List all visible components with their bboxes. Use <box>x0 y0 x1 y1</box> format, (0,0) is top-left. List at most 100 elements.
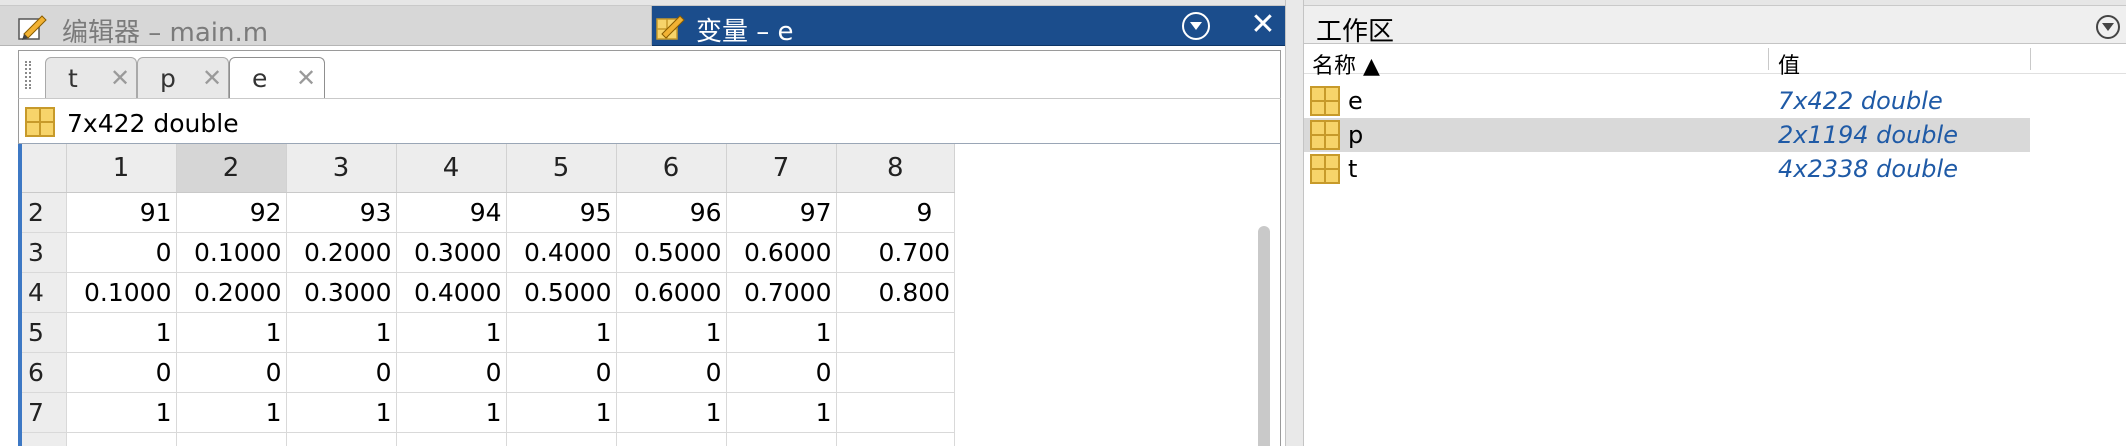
table-cell[interactable]: 0.1000 <box>176 232 287 273</box>
table-cell[interactable]: 97 <box>726 192 837 233</box>
table-cell[interactable]: 1 <box>506 392 617 433</box>
close-icon[interactable]: ✕ <box>1250 8 1276 41</box>
variable-name: t <box>1348 155 1358 183</box>
column-header[interactable]: 8 <box>836 144 956 193</box>
column-header-row: 1 2 3 4 5 6 7 8 <box>22 144 956 193</box>
table-cell[interactable]: 0 <box>176 352 287 393</box>
table-cell[interactable] <box>176 432 287 446</box>
column-header[interactable]: 1 <box>66 144 177 193</box>
table-cell[interactable]: 1 <box>726 312 837 353</box>
table-cell[interactable]: 1 <box>66 312 177 353</box>
table-cell[interactable]: 1 <box>616 392 727 433</box>
table-cell[interactable]: 0.3000 <box>286 272 397 313</box>
table-cell[interactable]: 92 <box>176 192 287 233</box>
table-cell[interactable]: 1 <box>176 312 287 353</box>
table-cell[interactable]: 0 <box>66 352 177 393</box>
table-cell[interactable]: 0 <box>506 352 617 393</box>
column-header[interactable]: 6 <box>616 144 727 193</box>
table-cell[interactable]: 1 <box>176 392 287 433</box>
table-cell[interactable] <box>66 432 177 446</box>
table-cell[interactable]: 0.6000 <box>616 272 727 313</box>
editor-titlebar[interactable]: 编辑器 – main.m <box>0 6 652 48</box>
table-cell[interactable]: 0.6000 <box>726 232 837 273</box>
tab-close-icon[interactable]: ✕ <box>202 65 223 92</box>
tab-p[interactable]: p ✕ <box>137 57 229 99</box>
table-cell[interactable] <box>836 432 956 446</box>
column-header[interactable]: 2 <box>176 144 287 193</box>
workspace-titlebar[interactable]: 工作区 <box>1304 6 2126 47</box>
table-cell[interactable]: 0.4000 <box>396 272 507 313</box>
table-cell[interactable]: 0 <box>726 352 837 393</box>
table-cell[interactable] <box>616 432 727 446</box>
table-cell[interactable]: 0 <box>66 232 177 273</box>
row-header[interactable]: 6 <box>22 352 67 393</box>
table-cell[interactable]: 0.800 <box>836 272 956 313</box>
panel-divider[interactable] <box>1285 0 1304 446</box>
table-cell[interactable]: 1 <box>616 312 727 353</box>
column-header[interactable]: 4 <box>396 144 507 193</box>
table-cell[interactable]: 0.4000 <box>506 232 617 273</box>
table-cell[interactable]: 93 <box>286 192 397 233</box>
workspace-item-t[interactable]: t 4x2338 double <box>1304 152 2030 186</box>
row-header[interactable] <box>22 432 67 446</box>
table-cell[interactable] <box>506 432 617 446</box>
table-cell[interactable]: 0.3000 <box>396 232 507 273</box>
table-cell[interactable] <box>836 352 956 393</box>
column-header[interactable]: 5 <box>506 144 617 193</box>
table-cell[interactable]: 0.5000 <box>616 232 727 273</box>
table-cell[interactable]: 1 <box>396 312 507 353</box>
row-header[interactable]: 4 <box>22 272 67 313</box>
tab-label: p <box>160 64 176 93</box>
row-header[interactable]: 5 <box>22 312 67 353</box>
table-cell[interactable]: 0 <box>616 352 727 393</box>
table-cell[interactable]: 1 <box>396 392 507 433</box>
tab-t[interactable]: t ✕ <box>45 57 137 99</box>
column-name-header[interactable]: 名称 ▲ <box>1312 54 1380 79</box>
table-cell[interactable]: 0.5000 <box>506 272 617 313</box>
table-cell[interactable]: 1 <box>726 392 837 433</box>
table-cell[interactable]: 1 <box>506 312 617 353</box>
vertical-scrollbar[interactable] <box>1258 226 1270 446</box>
table-cell[interactable]: 96 <box>616 192 727 233</box>
workspace-item-p[interactable]: p 2x1194 double <box>1304 118 2030 152</box>
table-cell[interactable] <box>726 432 837 446</box>
table-cell[interactable]: 1 <box>66 392 177 433</box>
table-cell[interactable]: 0.2000 <box>176 272 287 313</box>
column-separator[interactable] <box>2030 48 2031 70</box>
column-header[interactable]: 3 <box>286 144 397 193</box>
row-header[interactable]: 7 <box>22 392 67 433</box>
table-cell[interactable]: 94 <box>396 192 507 233</box>
tab-close-icon[interactable]: ✕ <box>110 65 131 92</box>
table-cell[interactable]: 91 <box>66 192 177 233</box>
column-separator[interactable] <box>1768 48 1769 70</box>
table-cell[interactable]: 0.1000 <box>66 272 177 313</box>
table-corner[interactable] <box>22 144 67 193</box>
workspace-item-e[interactable]: e 7x422 double <box>1304 84 2030 118</box>
table-cell[interactable] <box>836 392 956 433</box>
row-header[interactable]: 3 <box>22 232 67 273</box>
table-cell[interactable]: 0.7000 <box>726 272 837 313</box>
table-cell[interactable]: 1 <box>286 392 397 433</box>
workspace-title: 工作区 <box>1316 17 1395 47</box>
table-cell[interactable]: 1 <box>286 312 397 353</box>
table-cell[interactable]: 95 <box>506 192 617 233</box>
table-cell[interactable]: 0.2000 <box>286 232 397 273</box>
column-value-header[interactable]: 值 <box>1778 54 1801 79</box>
table-cell[interactable] <box>836 312 956 353</box>
table-cell[interactable] <box>286 432 397 446</box>
table-row: 2 91 92 93 94 95 96 97 9 <box>22 192 956 233</box>
table-cell[interactable]: 9 <box>836 192 956 233</box>
variables-titlebar[interactable]: 变量 – e ✕ <box>652 6 1285 47</box>
table-cell[interactable]: 0 <box>286 352 397 393</box>
tab-close-icon[interactable]: ✕ <box>296 65 317 92</box>
table-cell[interactable]: 0 <box>396 352 507 393</box>
workspace-menu-icon[interactable] <box>2096 15 2120 39</box>
panel-menu-icon[interactable] <box>1182 12 1210 40</box>
row-header[interactable]: 2 <box>22 192 67 233</box>
drag-grip-icon[interactable] <box>25 61 31 89</box>
table-cell[interactable] <box>396 432 507 446</box>
tab-e[interactable]: e ✕ <box>229 57 325 101</box>
table-cell[interactable]: 0.700 <box>836 232 956 273</box>
variable-table[interactable]: 1 2 3 4 5 6 7 8 2 91 92 93 94 95 <box>18 144 1281 446</box>
column-header[interactable]: 7 <box>726 144 837 193</box>
